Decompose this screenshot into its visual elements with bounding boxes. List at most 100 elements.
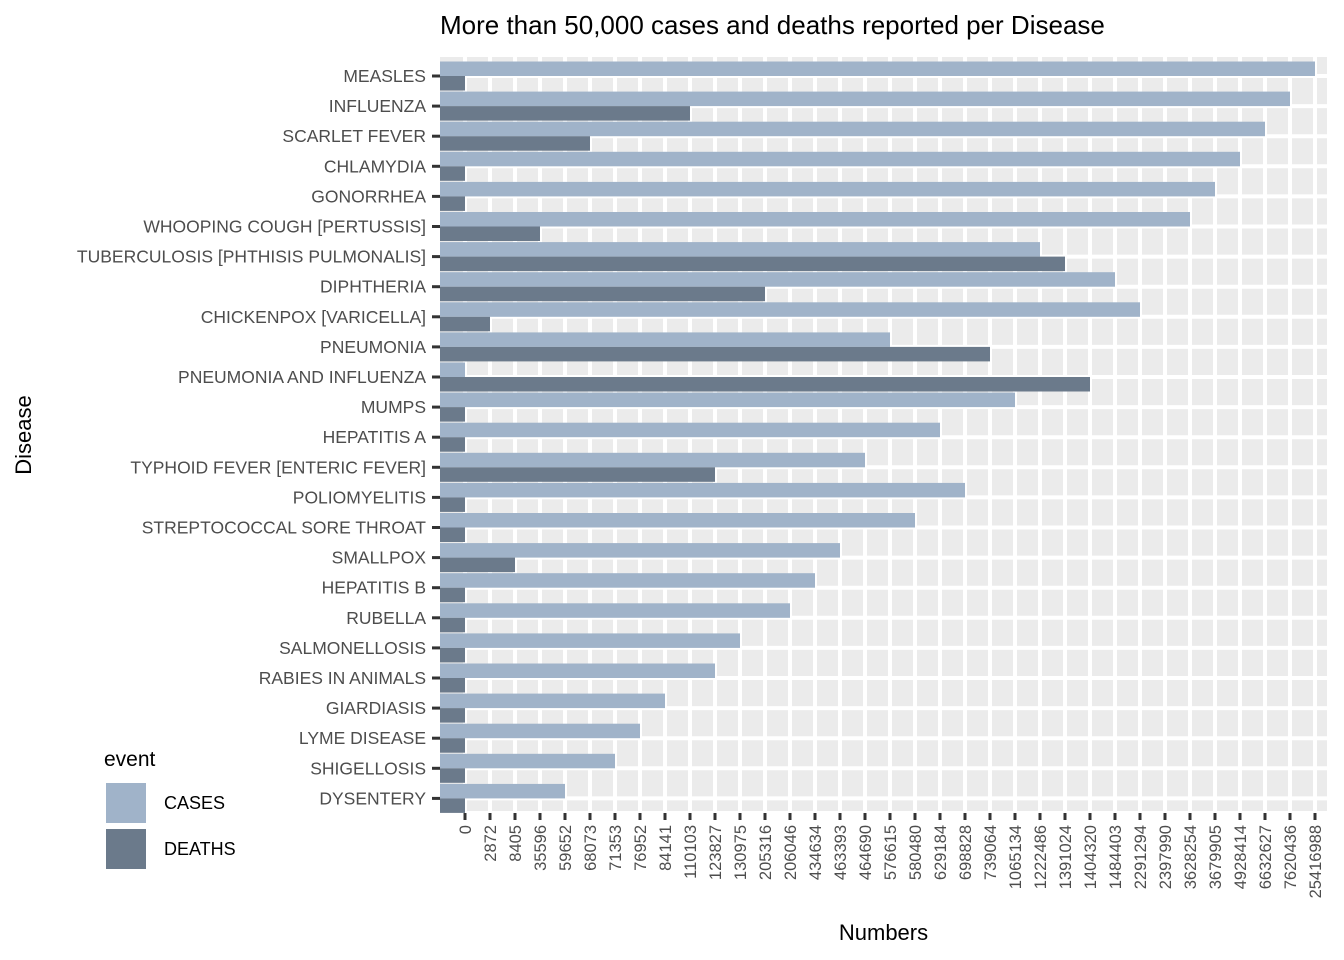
y-tick-label: WHOOPING COUGH [PERTUSSIS] <box>143 217 426 237</box>
x-tick-label: 3628254 <box>1182 825 1200 889</box>
x-tick-label: 7620436 <box>1282 825 1300 889</box>
y-tick-label: MEASLES <box>343 66 426 86</box>
bar-cases <box>440 603 790 618</box>
legend-item-deaths: DEATHS <box>104 826 236 872</box>
y-tick-label: RABIES IN ANIMALS <box>259 668 426 688</box>
x-tick-label: 2872 <box>482 825 500 862</box>
y-tick-label: CHICKENPOX [VARICELLA] <box>201 307 426 327</box>
bar-cases <box>440 723 640 739</box>
bar-deaths <box>440 587 465 603</box>
y-tick-label: GIARDIASIS <box>326 698 426 718</box>
y-tick-label: DYSENTERY <box>319 788 426 808</box>
x-tick-label: 1404320 <box>1082 825 1100 889</box>
bar-deaths <box>440 678 465 693</box>
bar-cases <box>440 693 665 709</box>
legend-key-deaths <box>104 827 148 871</box>
x-tick-label: 59652 <box>557 825 575 871</box>
legend-title: event <box>104 748 156 771</box>
x-tick-label: 0 <box>457 825 475 834</box>
bar-cases <box>440 91 1290 107</box>
x-tick-label: 8405 <box>507 825 525 862</box>
y-tick-label: SCARLET FEVER <box>282 126 426 146</box>
bar-deaths <box>440 76 465 91</box>
x-tick-label: 25416988 <box>1307 825 1325 898</box>
bar-deaths <box>440 738 465 753</box>
y-tick-label: DIPHTHERIA <box>320 277 426 297</box>
bar-deaths <box>440 226 540 241</box>
bar-deaths <box>440 497 465 512</box>
x-tick-label: 71353 <box>607 825 625 871</box>
bar-deaths <box>440 166 465 181</box>
y-tick-label: PNEUMONIA AND INFLUENZA <box>178 367 426 387</box>
x-tick-label: 68073 <box>582 825 600 871</box>
bar-deaths <box>440 467 715 482</box>
bar-cases <box>440 633 740 648</box>
x-tick-label: 739064 <box>982 825 1000 880</box>
bar-cases <box>440 362 465 377</box>
y-tick-label: SHIGELLOSIS <box>310 758 426 778</box>
bar-deaths <box>440 286 765 302</box>
bar-cases <box>440 452 865 468</box>
bar-cases <box>440 663 715 678</box>
y-tick-label: SALMONELLOSIS <box>279 638 426 658</box>
y-tick-label: TYPHOID FEVER [ENTERIC FEVER] <box>130 457 426 477</box>
x-tick-label: 463393 <box>832 825 850 880</box>
legend-key-cases <box>104 781 148 825</box>
y-tick-label: GONORRHEA <box>311 186 426 206</box>
x-tick-label: 205316 <box>757 825 775 880</box>
bar-deaths <box>440 768 465 783</box>
y-tick-label: TUBERCULOSIS [PHTHISIS PULMONALIS] <box>77 247 426 267</box>
legend-item-cases: CASES <box>104 780 236 826</box>
bar-deaths <box>440 798 465 813</box>
y-tick-label: RUBELLA <box>346 608 426 628</box>
bar-deaths <box>440 316 490 332</box>
bar-cases <box>440 482 965 498</box>
x-tick-label: 1065134 <box>1007 825 1025 889</box>
y-tick-label: CHLAMYDIA <box>324 156 426 176</box>
bar-cases <box>440 783 565 799</box>
bar-deaths <box>440 346 990 362</box>
bar-deaths <box>440 377 1090 392</box>
x-tick-label: 580480 <box>907 825 925 880</box>
y-tick-label: POLIOMYELITIS <box>293 487 426 507</box>
x-tick-label: 6632627 <box>1257 825 1275 889</box>
bar-deaths <box>440 557 515 573</box>
legend-label-deaths: DEATHS <box>164 838 236 859</box>
y-axis-label: Disease <box>11 395 36 475</box>
y-tick-label: LYME DISEASE <box>299 728 426 748</box>
legend-label-cases: CASES <box>164 792 226 813</box>
x-tick-label: 123827 <box>707 825 725 880</box>
legend: event CASES DEATHS <box>104 748 236 872</box>
x-tick-label: 35596 <box>532 825 550 871</box>
bar-deaths <box>440 407 465 422</box>
bar-cases <box>440 573 815 588</box>
x-tick-label: 1484403 <box>1107 825 1125 889</box>
bar-cases <box>440 212 1190 227</box>
x-tick-label: 464690 <box>857 825 875 880</box>
chart-title: More than 50,000 cases and deaths report… <box>440 10 1105 40</box>
bar-deaths <box>440 196 465 211</box>
x-tick-label: 629184 <box>932 825 950 880</box>
y-tick-label: MUMPS <box>361 397 426 417</box>
x-tick-label: 2291294 <box>1132 825 1150 889</box>
bar-cases <box>440 513 915 528</box>
x-tick-label: 4928414 <box>1232 825 1250 889</box>
x-tick-label: 1222486 <box>1032 825 1050 889</box>
bar-cases <box>440 392 1015 408</box>
y-tick-label: INFLUENZA <box>329 96 427 116</box>
x-tick-label: 130975 <box>732 825 750 880</box>
bar-cases <box>440 181 1215 197</box>
x-tick-label: 76952 <box>632 825 650 871</box>
bar-cases <box>440 272 1115 287</box>
bar-deaths <box>440 106 690 121</box>
x-tick-label: 110103 <box>682 825 700 879</box>
bar-cases <box>440 242 1040 257</box>
bar-cases <box>440 302 1140 317</box>
y-tick-label: STREPTOCOCCAL SORE THROAT <box>142 518 427 538</box>
bar-cases <box>440 121 1265 137</box>
bar-cases <box>440 543 840 558</box>
x-tick-label: 1391024 <box>1057 825 1075 889</box>
bar-cases <box>440 332 890 347</box>
